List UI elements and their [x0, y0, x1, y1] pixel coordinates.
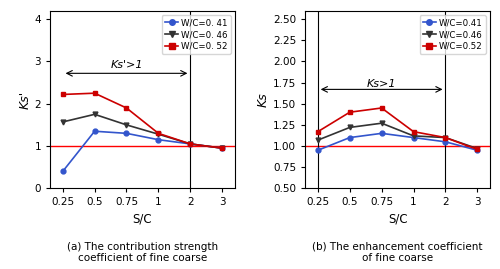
X-axis label: S/C: S/C: [388, 213, 407, 226]
Text: (a) The contribution strength
coefficient of fine coarse: (a) The contribution strength coefficien…: [67, 242, 218, 263]
Text: Ks>1: Ks>1: [367, 79, 396, 89]
Text: (b) The enhancement coefficient
of fine coarse: (b) The enhancement coefficient of fine …: [312, 242, 483, 263]
X-axis label: S/C: S/C: [132, 213, 152, 226]
Text: Ks'>1: Ks'>1: [110, 60, 142, 70]
Y-axis label: Ks': Ks': [18, 90, 32, 109]
Y-axis label: Ks: Ks: [257, 92, 270, 107]
Legend: W/C=0.41, W/C=0.46, W/C=0.52: W/C=0.41, W/C=0.46, W/C=0.52: [420, 15, 486, 54]
Legend: W/C=0. 41, W/C=0. 46, W/C=0. 52: W/C=0. 41, W/C=0. 46, W/C=0. 52: [162, 15, 230, 54]
